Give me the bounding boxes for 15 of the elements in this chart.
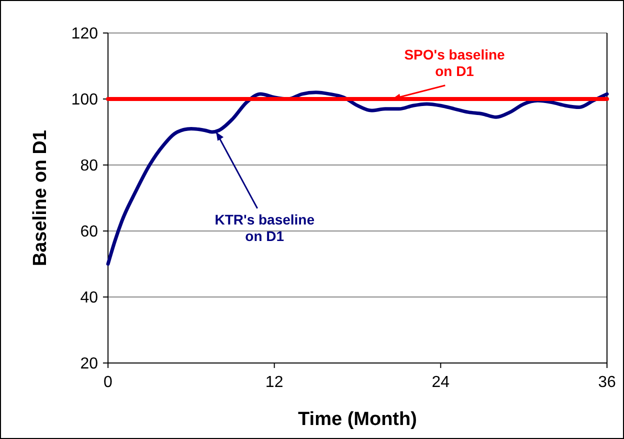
line-series <box>106 90 609 266</box>
y-tick-label: 120 <box>71 26 98 43</box>
x-tick-label: 12 <box>265 374 284 391</box>
y-tick-label: 100 <box>71 92 98 109</box>
y-axis-title: Baseline on D1 <box>30 129 51 266</box>
x-axis-title: Time (Month) <box>298 409 417 430</box>
annotation: KTR's baseline on D1 <box>214 211 315 244</box>
x-tick-label: 0 <box>104 374 113 391</box>
x-tick-label: 36 <box>598 374 616 391</box>
y-tick-label: 80 <box>80 158 98 175</box>
y-tick-label: 60 <box>80 224 98 241</box>
annotation: SPO's baseline on D1 <box>404 46 506 80</box>
y-tick-label: 40 <box>80 290 98 307</box>
y-tick-label: 20 <box>80 356 98 373</box>
x-tick-label: 24 <box>432 374 450 391</box>
